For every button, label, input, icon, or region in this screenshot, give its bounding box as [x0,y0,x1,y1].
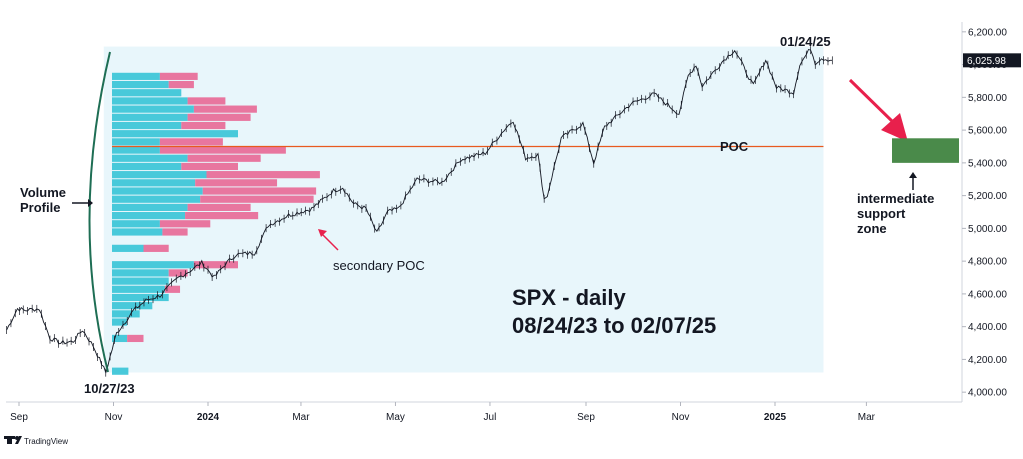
y-tick-label: 4,200.00 [968,355,1007,366]
x-tick-label: 2025 [764,412,787,423]
x-tick-label: Mar [292,412,310,423]
volume-profile-down-bar [143,244,169,252]
poc-label: POC [720,139,749,154]
target-arrow [848,78,897,126]
y-tick-label: 5,800.00 [968,93,1007,104]
volume-profile-down-bar [187,113,251,121]
volume-profile-up-bar [112,171,207,179]
volume-profile-down-bar [200,195,314,203]
volume-profile-label-line1: Volume [20,185,66,200]
volume-profile-down-bar [202,187,317,195]
volume-profile-down-bar [181,121,226,130]
x-tick-label: 2024 [197,412,220,423]
volume-profile-up-bar [112,244,144,252]
x-tick-label: Sep [10,412,28,423]
volume-profile-up-bar [112,146,160,154]
support-label-line2: support [857,206,906,221]
volume-profile-down-bar [168,80,194,89]
x-tick-label: Nov [672,412,690,423]
support-label-line3: zone [857,221,887,236]
volume-profile-down-bar [127,334,144,343]
volume-profile-down-bar [181,162,238,171]
volume-profile-down-bar [193,105,257,113]
volume-profile-up-bar [112,97,188,105]
volume-profile-up-bar [112,285,165,293]
secondary-poc-label: secondary POC [333,258,425,273]
volume-profile-up-bar [112,293,169,302]
volume-profile-up-bar [112,367,129,375]
support-label-line1: intermediate [857,191,934,206]
volume-profile-down-bar [187,154,261,162]
volume-profile-up-bar [112,154,188,162]
volume-profile-up-bar [112,113,188,121]
support-zone-box [892,138,959,163]
volume-profile-down-bar [159,146,286,154]
volume-profile-down-bar [159,138,223,146]
x-tick-label: Mar [858,412,876,423]
volume-profile-up-bar [112,212,186,220]
volume-profile-up-bar [112,72,160,80]
y-tick-label: 4,400.00 [968,322,1007,333]
volume-profile-down-bar [187,203,251,211]
volume-profile-up-bar [112,203,188,211]
volume-profile-down-bar [159,220,211,228]
chart-subtitle: 08/24/23 to 02/07/25 [512,313,716,338]
tradingview-logo-icon [4,436,22,444]
volume-profile-down-bar [185,212,259,220]
volume-profile-up-bar [112,80,169,89]
volume-profile-up-bar [112,105,194,113]
y-tick-label: 5,200.00 [968,191,1007,202]
volume-profile-up-bar [112,187,203,195]
target-arrow-head [881,113,908,142]
tradingview-brand-text: TradingView [24,437,68,446]
volume-profile-up-bar [112,334,128,343]
volume-profile-up-bar [112,179,196,187]
x-tick-label: May [386,412,405,423]
y-tick-label: 5,400.00 [968,158,1007,169]
volume-profile-down-bar [159,72,198,80]
volume-profile-up-bar [112,318,128,326]
last-price-badge [963,53,1021,68]
volume-profile-down-bar [168,269,188,277]
volume-profile-up-bar [112,138,160,146]
y-tick-label: 5,600.00 [968,126,1007,137]
volume-profile-up-bar [112,277,169,285]
volume-profile-label-line2: Profile [20,200,60,215]
volume-profile-up-bar [112,130,238,138]
volume-profile-down-bar [195,179,278,187]
chart-title: SPX - daily [512,285,626,310]
support-zone-pointer-head [909,172,917,178]
high-date-label: 01/24/25 [780,34,831,49]
volume-profile-up-bar [112,195,201,203]
volume-profile-up-bar [112,269,169,277]
volume-profile-up-bar [112,89,182,97]
volume-profile-pointer-head [88,199,93,207]
y-tick-label: 5,000.00 [968,224,1007,235]
volume-profile-up-bar [112,162,182,171]
y-tick-label: 6,200.00 [968,27,1007,38]
volume-profile-down-bar [164,285,181,293]
low-date-label: 10/27/23 [84,381,135,396]
volume-profile-down-bar [193,261,238,269]
volume-profile-down-bar [187,97,226,105]
volume-profile-up-bar [112,121,182,130]
volume-profile-up-bar [112,220,160,228]
volume-profile-up-bar [112,261,194,269]
x-tick-label: Nov [105,412,123,423]
volume-profile-up-bar [112,310,140,318]
volume-profile-up-bar [112,228,163,236]
volume-profile-bracket-arc [88,51,111,373]
y-tick-label: 4,000.00 [968,388,1007,399]
x-tick-label: Jul [484,412,497,423]
last-price-label: 6,025.98 [967,56,1006,67]
y-tick-label: 4,600.00 [968,289,1007,300]
x-tick-label: Sep [577,412,595,423]
volume-profile-down-bar [206,171,320,179]
volume-profile-up-bar [112,302,153,310]
secondary-poc-arrow-head [318,229,327,237]
y-tick-label: 4,800.00 [968,257,1007,268]
volume-profile-down-bar [162,228,188,236]
